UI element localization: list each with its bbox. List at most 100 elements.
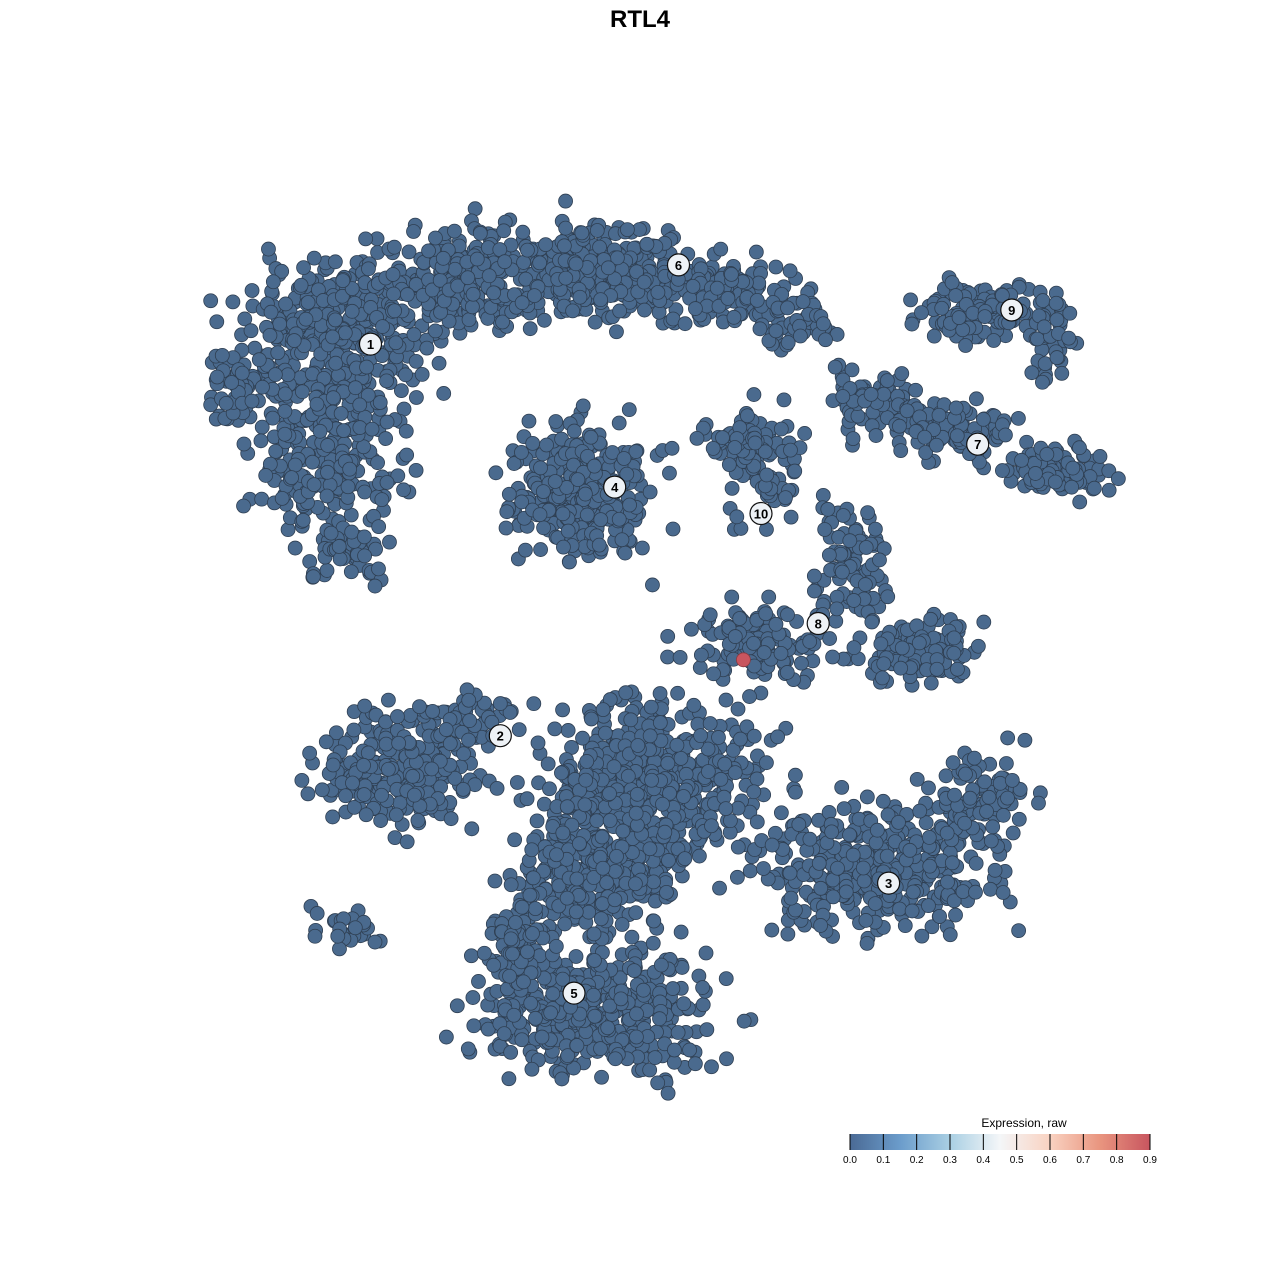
data-point [277, 403, 293, 419]
data-point [343, 564, 359, 580]
data-point [838, 884, 854, 900]
data-point [555, 825, 571, 841]
data-point [371, 561, 386, 577]
data-point [780, 335, 796, 350]
data-point [1072, 494, 1088, 510]
data-point [609, 324, 624, 340]
data-point [309, 906, 325, 921]
data-point [528, 901, 543, 917]
data-point [461, 692, 477, 708]
data-point [408, 462, 424, 478]
data-point [893, 443, 909, 459]
data-point [718, 692, 734, 708]
data-point [706, 666, 721, 682]
data-point [758, 606, 774, 622]
data-point [460, 270, 476, 286]
data-point [346, 722, 362, 738]
data-point [364, 421, 380, 437]
data-point [670, 1025, 686, 1040]
data-point [1054, 365, 1070, 381]
data-point [361, 261, 376, 277]
data-point [1048, 295, 1064, 311]
data-point [382, 534, 397, 550]
data-point [842, 533, 858, 549]
data-point [378, 431, 394, 446]
data-point [629, 1006, 644, 1022]
data-point [983, 881, 998, 897]
points-layer [203, 193, 1126, 1101]
data-point [822, 631, 838, 646]
data-point [562, 554, 577, 570]
data-point [344, 524, 360, 540]
data-point [203, 293, 219, 309]
data-point [530, 735, 546, 751]
data-point [575, 398, 591, 414]
data-point [498, 520, 514, 536]
data-point [462, 713, 477, 728]
data-point [435, 250, 451, 266]
data-point [597, 725, 613, 741]
data-point [642, 841, 658, 857]
data-point [254, 491, 270, 507]
data-point [549, 847, 564, 863]
data-point [628, 905, 644, 921]
data-point [951, 310, 967, 325]
data-point [1024, 365, 1040, 381]
data-point [726, 309, 742, 325]
data-point [869, 822, 885, 838]
data-point [612, 303, 628, 319]
data-point [342, 461, 358, 477]
data-point [244, 283, 260, 298]
data-point [1035, 293, 1051, 308]
data-point [1086, 480, 1102, 496]
data-point [516, 255, 531, 270]
data-point [333, 406, 349, 421]
data-point [779, 665, 795, 680]
data-point [511, 722, 527, 738]
data-point [586, 926, 602, 942]
cluster-label-text: 5 [570, 986, 577, 1001]
data-point [359, 359, 374, 375]
data-point [518, 542, 533, 558]
cluster-label-text: 9 [1008, 303, 1015, 318]
data-point [405, 768, 421, 784]
data-point [535, 484, 551, 500]
data-point [770, 729, 786, 745]
data-point [501, 1071, 517, 1087]
data-point [306, 477, 322, 493]
data-point [782, 263, 798, 279]
data-point [730, 839, 746, 855]
data-point [986, 333, 1002, 348]
data-point [958, 338, 973, 353]
data-point [503, 931, 519, 947]
data-point [922, 858, 938, 874]
data-point [575, 730, 590, 746]
data-point [524, 842, 540, 858]
data-point [438, 1029, 454, 1045]
data-point [660, 628, 676, 644]
data-point [859, 789, 875, 805]
data-point [845, 431, 861, 447]
data-point [992, 775, 1008, 791]
data-point [265, 410, 281, 426]
data-point [957, 815, 973, 831]
data-point [863, 386, 879, 402]
data-point [393, 383, 409, 399]
data-point [234, 365, 250, 381]
data-point [868, 428, 884, 443]
data-point [399, 287, 415, 302]
data-point [730, 701, 746, 717]
data-point [428, 323, 443, 339]
data-point [686, 697, 702, 713]
data-point [386, 286, 401, 302]
cluster-label-6: 6 [666, 253, 691, 277]
data-point [868, 835, 884, 851]
data-point [532, 255, 548, 271]
data-point [583, 429, 599, 445]
data-point [691, 848, 707, 864]
data-point [331, 539, 347, 554]
data-point [746, 784, 762, 800]
data-point [600, 1020, 616, 1036]
data-point [611, 415, 627, 431]
data-point [554, 765, 569, 781]
